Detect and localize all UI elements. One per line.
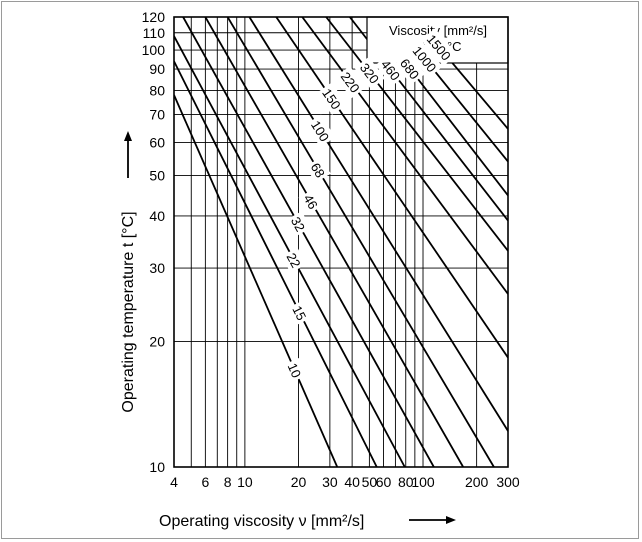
- curve-label-bg: [394, 52, 426, 85]
- x-axis-title: Operating viscosity ν [mm²/s]: [159, 513, 364, 530]
- curve-label-group: 150: [316, 82, 347, 115]
- curves: [174, 17, 508, 467]
- y-tick-label: 60: [149, 135, 165, 151]
- x-tick-label: 300: [496, 474, 520, 490]
- x-tick-label: 200: [465, 474, 489, 490]
- x-tick-label: 60: [376, 474, 392, 490]
- y-axis-title: Operating temperature t [°C]: [120, 211, 137, 412]
- y-tick-label: 70: [149, 107, 165, 123]
- curve-10: [174, 94, 339, 467]
- curve-label-68: 68: [308, 160, 328, 180]
- x-axis-arrow-head: [446, 516, 456, 524]
- y-axis-arrow-head: [124, 131, 132, 141]
- curve-label-bg: [316, 82, 347, 115]
- curve-label-bg: [335, 65, 366, 99]
- curve-label-group: 68: [305, 157, 331, 183]
- curve-label-group: 46: [298, 188, 324, 215]
- curve-220: [301, 17, 508, 295]
- y-tick-label: 120: [142, 9, 166, 25]
- y-tick-label: 40: [149, 208, 165, 224]
- curve-label-group: 15: [287, 300, 313, 326]
- curve-label-15: 15: [289, 303, 309, 323]
- x-tick-label: 8: [224, 474, 232, 490]
- x-tick-label: 20: [291, 474, 307, 490]
- x-tick-label: 6: [201, 474, 209, 490]
- curve-label-bg: [406, 39, 443, 78]
- curve-label-bg: [421, 28, 458, 67]
- y-tick-label: 80: [149, 82, 165, 98]
- legend-note-line1: Viscosity [mm²/s]: [389, 23, 487, 38]
- curve-22: [174, 35, 406, 467]
- curve-label-22: 22: [284, 251, 304, 271]
- curve-label-bg: [375, 53, 407, 87]
- curve-68: [226, 17, 495, 467]
- curve-label-group: 32: [285, 211, 311, 237]
- curve-150: [275, 17, 508, 359]
- x-tick-label: 4: [170, 474, 178, 490]
- x-tick-label: 100: [411, 474, 435, 490]
- curve-label-bg: [354, 56, 386, 90]
- y-tick-label: 20: [149, 333, 165, 349]
- curve-label-bg: [305, 114, 336, 147]
- y-tick-label: 90: [149, 61, 165, 77]
- curve-label-10: 10: [285, 361, 305, 380]
- curve-46: [204, 17, 464, 467]
- curve-label-46: 46: [301, 192, 321, 212]
- curve-label-32: 32: [288, 214, 308, 234]
- curve-label-bg: [285, 211, 311, 237]
- curve-label-bg: [281, 247, 307, 273]
- curve-15: [174, 60, 378, 467]
- y-tick-label: 30: [149, 260, 165, 276]
- grid: [174, 17, 508, 467]
- y-tick-label: 50: [149, 168, 165, 184]
- curve-32: [182, 17, 435, 467]
- y-tick-label: 110: [143, 25, 166, 41]
- curve-label-bg: [298, 188, 324, 215]
- curve-100: [248, 17, 508, 432]
- x-tick-label: 40: [344, 474, 360, 490]
- curve-label-group: 22: [281, 247, 307, 273]
- x-tick-label: 80: [398, 474, 414, 490]
- x-tick-label: 10: [237, 474, 253, 490]
- curve-label-bg: [305, 157, 331, 183]
- x-tick-label: 50: [362, 474, 378, 490]
- curve-label-group: 10: [282, 357, 307, 383]
- x-tick-label: 30: [322, 474, 338, 490]
- curve-label-bg: [287, 300, 313, 326]
- curve-320: [325, 17, 508, 252]
- y-tick-label: 10: [149, 459, 165, 475]
- y-tick-label: 100: [142, 42, 166, 58]
- plot-border: [173, 16, 509, 468]
- curve-label-bg: [282, 357, 307, 383]
